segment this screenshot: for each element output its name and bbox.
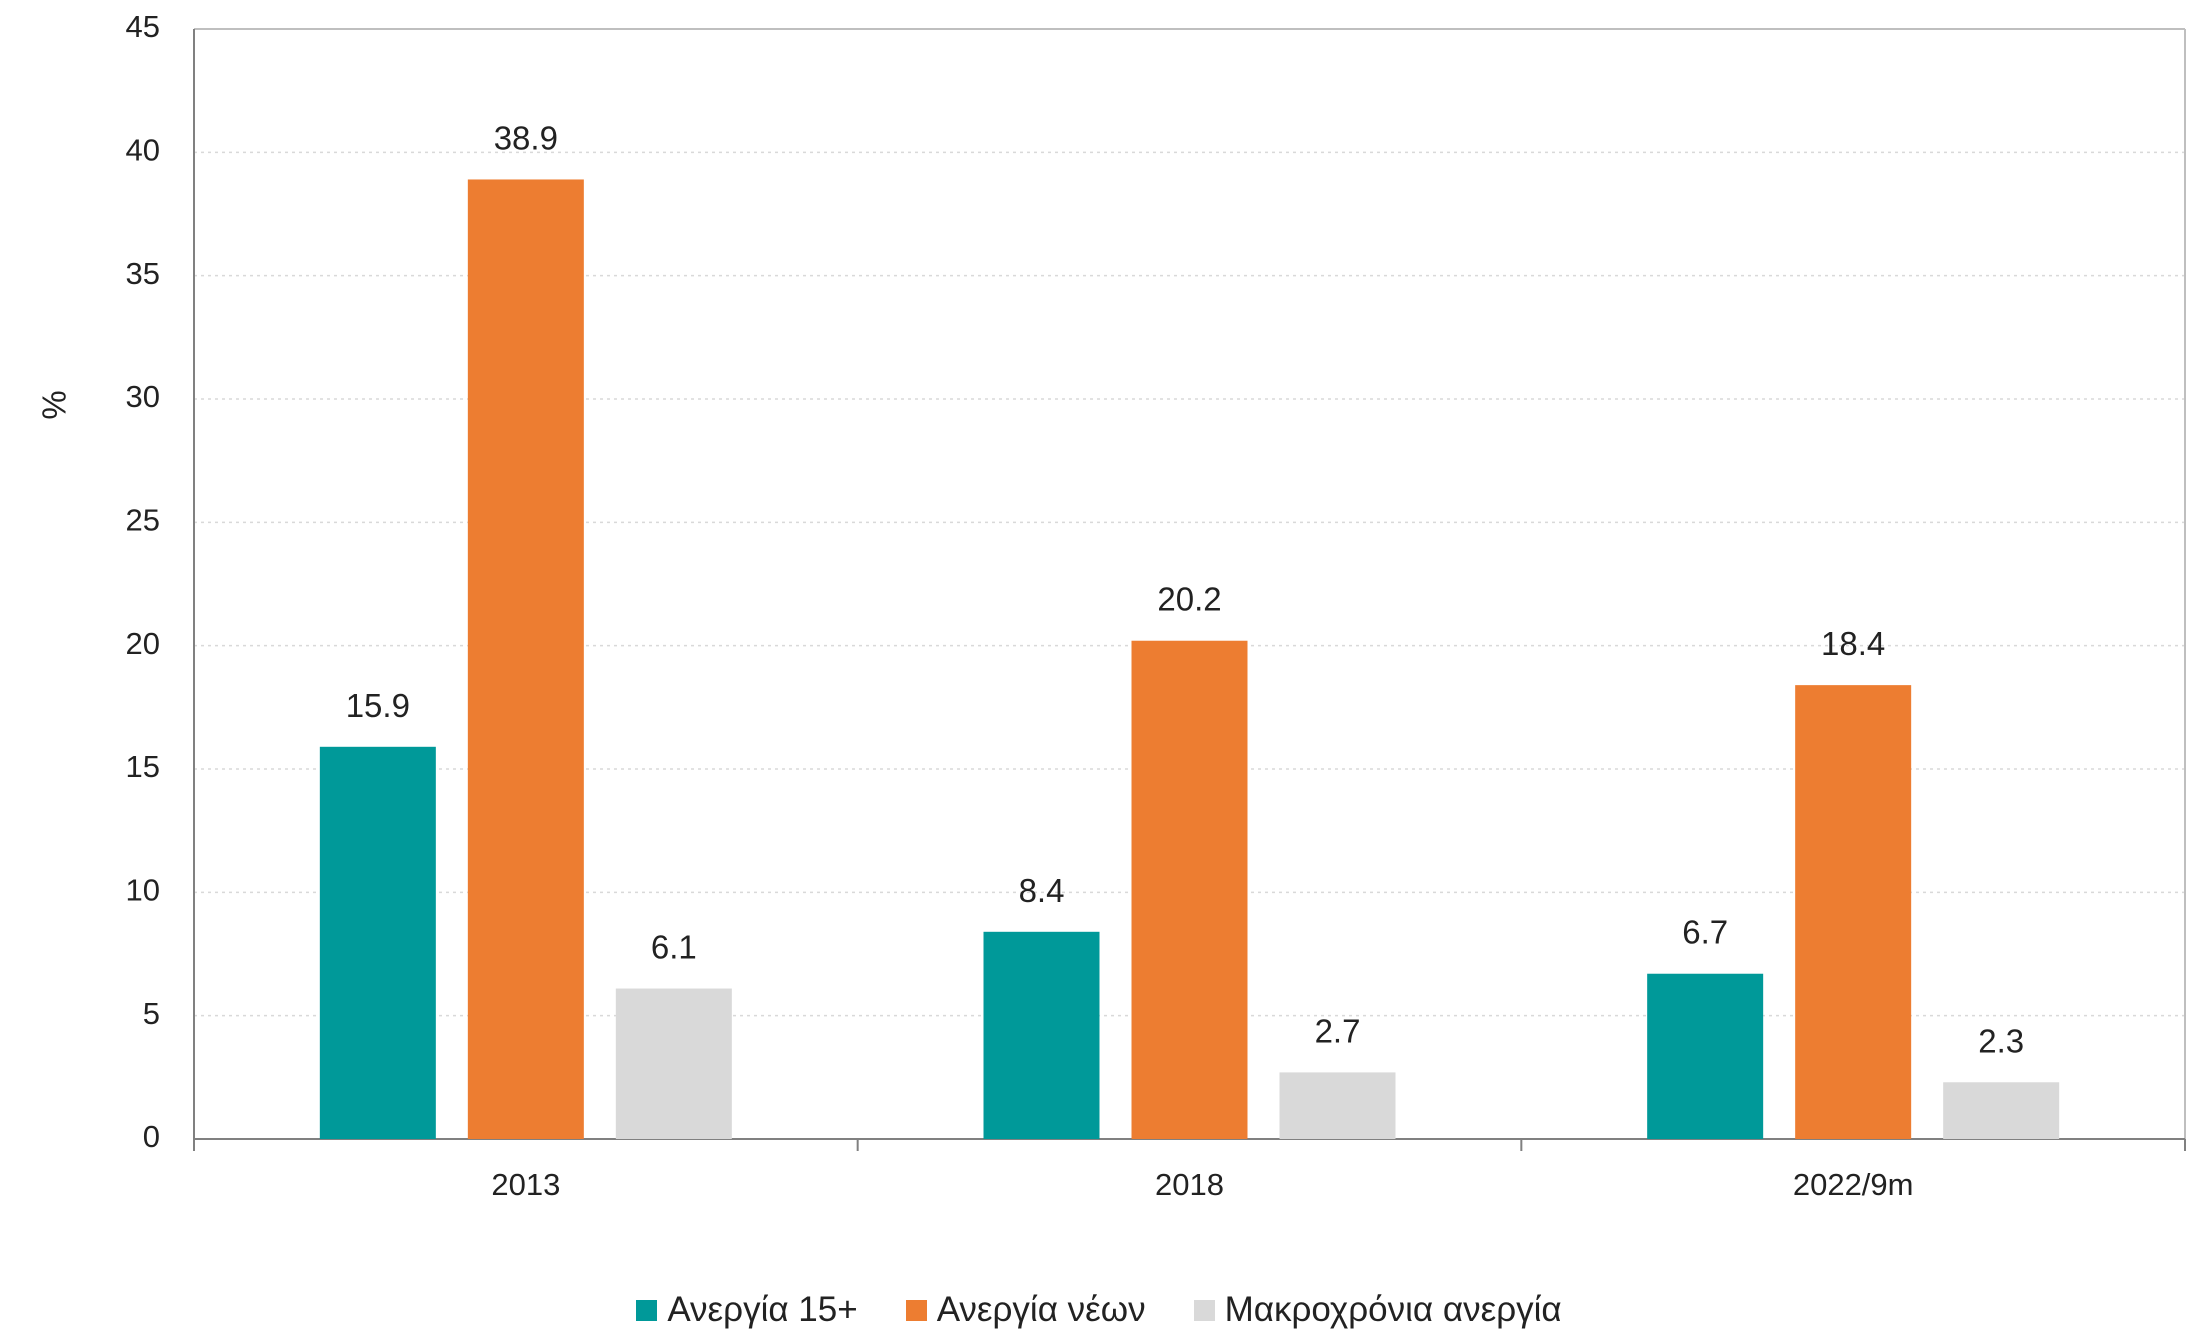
data-label: 2.3: [1978, 1022, 2024, 1059]
bar: [467, 179, 584, 1139]
legend-swatch: [636, 1299, 658, 1321]
legend-item: Μακροχρόνια ανεργία: [1193, 1290, 1562, 1330]
y-axis-ticks: 0 5 10 15 20 25 30 35 40 45: [126, 9, 160, 1154]
y-tick-label: 25: [126, 503, 160, 538]
bar: [1943, 1082, 2060, 1139]
y-tick-label: 30: [126, 379, 160, 414]
bar: [1279, 1072, 1396, 1139]
x-tick-label: 2013: [491, 1167, 560, 1202]
y-tick-label: 20: [126, 626, 160, 661]
data-label: 18.4: [1821, 625, 1885, 662]
bar: [983, 931, 1100, 1139]
bars: [319, 179, 2060, 1139]
bar: [615, 988, 732, 1139]
x-axis-ticks: 2013 2018 2022/9m: [193, 1139, 2186, 1202]
data-label: 20.2: [1157, 581, 1221, 618]
legend-swatch: [905, 1299, 927, 1321]
y-tick-label: 5: [143, 996, 160, 1031]
legend-label: Ανεργία νέων: [936, 1290, 1146, 1329]
x-tick-label: 2018: [1155, 1167, 1224, 1202]
legend-label: Μακροχρόνια ανεργία: [1224, 1290, 1562, 1329]
bar: [1795, 685, 1912, 1139]
data-label: 38.9: [494, 119, 558, 156]
legend-item: Ανεργία 15+: [636, 1290, 858, 1330]
legend-item: Ανεργία νέων: [905, 1290, 1146, 1330]
data-label: 8.4: [1019, 872, 1065, 909]
data-label: 6.7: [1682, 914, 1728, 951]
data-label: 15.9: [346, 687, 410, 724]
y-tick-label: 45: [126, 9, 160, 44]
data-label: 6.1: [651, 929, 697, 966]
y-tick-label: 40: [126, 133, 160, 168]
legend-swatch: [1193, 1299, 1215, 1321]
y-tick-label: 0: [143, 1119, 160, 1154]
legend-label: Ανεργία 15+: [667, 1290, 858, 1329]
data-label: 2.7: [1315, 1012, 1361, 1049]
y-tick-label: 15: [126, 749, 160, 784]
data-labels: 15.9 38.9 6.1 8.4 20.2 2.7 6.7 18.4 2.3: [346, 119, 2024, 1059]
bar: [1131, 640, 1248, 1139]
legend: Ανεργία 15+ Ανεργία νέων Μακροχρόνια ανεργ…: [0, 1290, 2198, 1330]
bar: [1647, 973, 1764, 1139]
bar: [319, 746, 436, 1139]
y-axis-label: %: [36, 390, 73, 419]
x-tick-label: 2022/9m: [1793, 1167, 1914, 1202]
y-tick-label: 35: [126, 256, 160, 291]
y-tick-label: 10: [126, 873, 160, 908]
